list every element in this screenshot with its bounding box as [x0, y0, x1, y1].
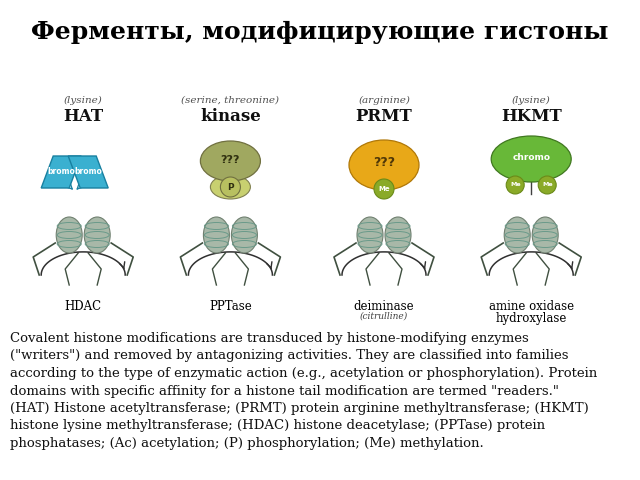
Text: Ферменты, модифицирующие гистоны: Ферменты, модифицирующие гистоны: [31, 20, 609, 44]
Circle shape: [506, 176, 524, 194]
Ellipse shape: [84, 217, 110, 253]
Text: HAT: HAT: [63, 108, 103, 125]
Circle shape: [374, 179, 394, 199]
Ellipse shape: [56, 217, 82, 253]
Circle shape: [220, 177, 241, 197]
Ellipse shape: [349, 140, 419, 190]
Ellipse shape: [492, 136, 571, 182]
Text: bromo: bromo: [74, 168, 102, 177]
Text: ???: ???: [221, 155, 240, 165]
Ellipse shape: [232, 217, 257, 253]
Text: Me: Me: [378, 186, 390, 192]
Text: bromo: bromo: [47, 168, 75, 177]
Text: PPTase: PPTase: [209, 300, 252, 313]
Text: kinase: kinase: [200, 108, 260, 125]
Text: deiminase: deiminase: [354, 300, 414, 313]
Text: PRMT: PRMT: [356, 108, 412, 125]
Text: Covalent histone modifications are transduced by histone-modifying enzymes
("wri: Covalent histone modifications are trans…: [10, 332, 597, 450]
Text: HDAC: HDAC: [65, 300, 102, 313]
Text: HKMT: HKMT: [501, 108, 561, 125]
Polygon shape: [68, 156, 108, 188]
Text: (citrulline): (citrulline): [360, 312, 408, 321]
Text: Me: Me: [542, 182, 552, 188]
Text: amine oxidase: amine oxidase: [488, 300, 574, 313]
Ellipse shape: [532, 217, 558, 253]
Text: (serine, threonine): (serine, threonine): [181, 96, 280, 105]
Polygon shape: [41, 156, 81, 188]
Text: (arginine): (arginine): [358, 96, 410, 105]
Ellipse shape: [211, 175, 250, 199]
Ellipse shape: [204, 217, 229, 253]
Text: Me: Me: [510, 182, 520, 188]
Ellipse shape: [357, 217, 383, 253]
Text: (lysine): (lysine): [512, 96, 550, 105]
Text: (lysine): (lysine): [64, 96, 102, 105]
Ellipse shape: [385, 217, 411, 253]
Text: ???: ???: [373, 156, 395, 168]
Text: P: P: [227, 182, 234, 192]
Text: hydroxylase: hydroxylase: [495, 312, 567, 325]
Ellipse shape: [504, 217, 530, 253]
Text: chromo: chromo: [512, 154, 550, 163]
Circle shape: [538, 176, 556, 194]
Ellipse shape: [200, 141, 260, 181]
